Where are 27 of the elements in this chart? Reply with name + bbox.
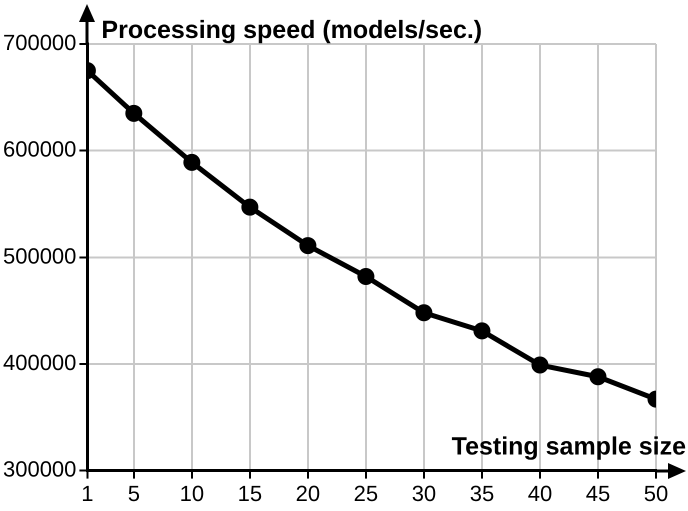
x-tick-label: 50 (644, 480, 668, 506)
point (125, 104, 142, 122)
point (299, 237, 316, 254)
x-tick-label: 5 (128, 480, 140, 506)
x-tick-label: 1 (81, 480, 94, 506)
x-tick-label: 25 (354, 480, 378, 506)
point (357, 268, 374, 285)
y-tick-label: 300000 (2, 456, 76, 482)
point (241, 198, 258, 216)
x-tick-label: 35 (470, 480, 494, 506)
point (531, 356, 548, 374)
y-tick-label: 400000 (2, 350, 76, 376)
point (473, 322, 490, 340)
x-tick-label: 20 (296, 480, 320, 506)
point (183, 154, 200, 171)
y-tick-label: 600000 (2, 136, 76, 162)
point (589, 368, 606, 386)
y-tick-label: 700000 (2, 30, 76, 56)
x-tick-label: 45 (586, 480, 610, 506)
x-tick-label: 30 (412, 480, 436, 506)
x-tick-label: 40 (528, 480, 552, 506)
y-axis-title: Processing speed (models/sec.) (101, 16, 482, 44)
point (415, 304, 432, 322)
x-axis-title: Testing sample size (452, 432, 686, 461)
x-tick-label: 10 (180, 480, 204, 506)
y-tick-label: 500000 (2, 243, 76, 268)
x-tick-label: 15 (238, 480, 262, 506)
